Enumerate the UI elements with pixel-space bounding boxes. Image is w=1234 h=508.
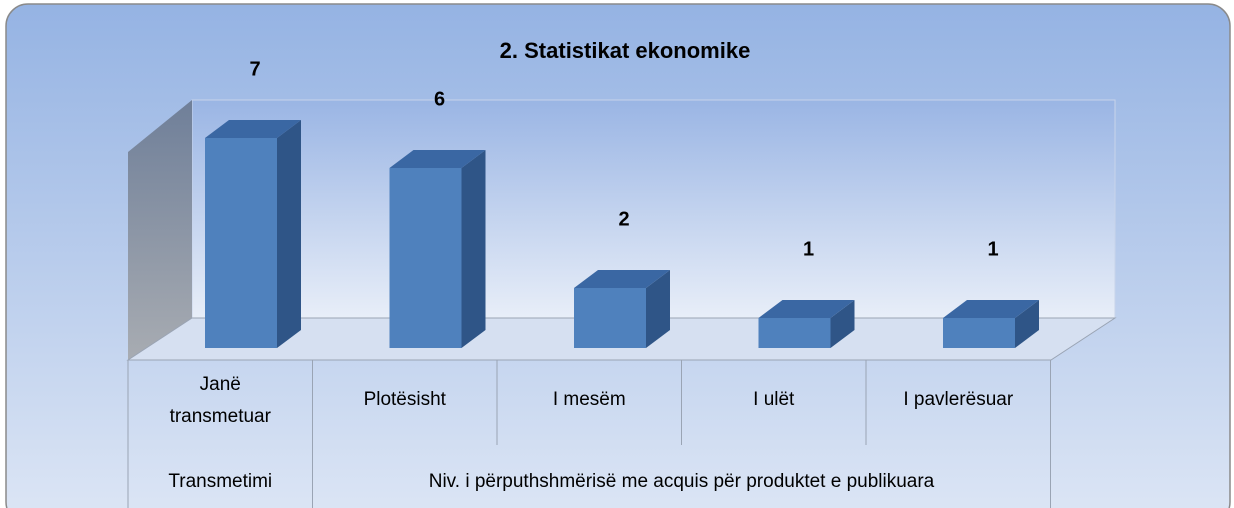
- value-label: 1: [987, 238, 998, 260]
- bar-side: [830, 300, 855, 348]
- bar-side: [1015, 300, 1039, 348]
- bar-side: [277, 120, 301, 348]
- x-tick-label: I pavlerësuar: [903, 389, 1014, 410]
- group-label: Niv. i përputhshmërisë me acquis për pro…: [429, 471, 935, 492]
- chart-title: 2. Statistikat ekonomike: [500, 38, 751, 63]
- bar-top: [574, 270, 670, 288]
- bar-side: [461, 150, 486, 348]
- bar-top: [943, 300, 1039, 318]
- value-label: 6: [434, 88, 445, 110]
- bar-top: [389, 150, 486, 168]
- side-wall: [128, 100, 192, 360]
- x-tick-label: I ulët: [753, 389, 795, 410]
- value-label: 2: [618, 208, 629, 230]
- bar-side: [646, 270, 670, 348]
- x-tick-label: I mesëm: [553, 389, 626, 410]
- bar-top: [758, 300, 855, 318]
- bar: [943, 318, 1015, 348]
- x-tick-label: Plotësisht: [364, 389, 447, 410]
- group-label: Transmetimi: [168, 471, 272, 492]
- bar-top: [205, 120, 301, 138]
- value-label: 1: [803, 238, 814, 260]
- bar: [389, 168, 462, 348]
- bar: [758, 318, 831, 348]
- x-tick-label: Janë transmetuar: [170, 374, 272, 427]
- value-label: 7: [249, 58, 260, 80]
- bar: [205, 138, 277, 348]
- bar: [574, 288, 646, 348]
